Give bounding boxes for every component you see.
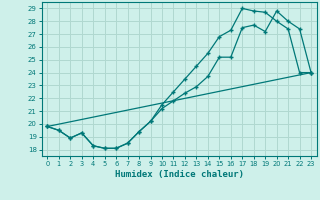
X-axis label: Humidex (Indice chaleur): Humidex (Indice chaleur) [115, 170, 244, 179]
